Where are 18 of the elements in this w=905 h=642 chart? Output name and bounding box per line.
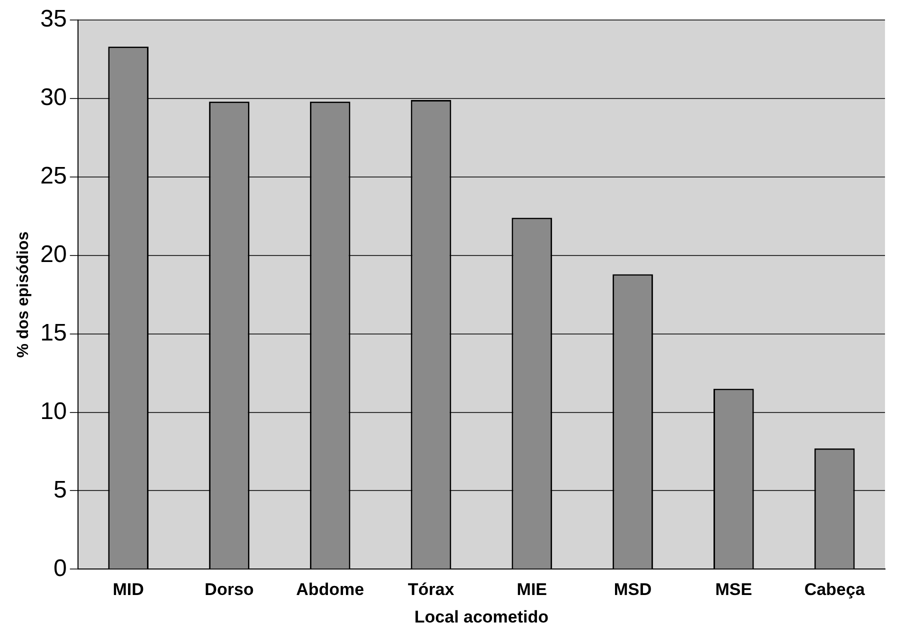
- y-axis-title: % dos episódios: [15, 231, 32, 358]
- y-tick-label: 25: [40, 162, 67, 190]
- x-tick-label: Dorso: [204, 580, 254, 600]
- y-tick-label: 10: [40, 398, 67, 425]
- x-tick-label: MID: [112, 580, 144, 600]
- y-tick-label: 15: [40, 319, 67, 346]
- x-tick-label: MIE: [516, 580, 548, 600]
- y-tick-label: 0: [54, 554, 67, 582]
- y-tick-label: 35: [40, 6, 67, 33]
- y-tick-label: 5: [54, 476, 67, 504]
- x-axis-title: Local acometido: [414, 607, 549, 626]
- x-tick-label: MSD: [614, 580, 652, 600]
- y-tick-label: 20: [40, 240, 67, 268]
- x-tick-label: MSE: [715, 580, 752, 600]
- x-tick-label: Abdome: [296, 580, 364, 600]
- x-tick-label: Tórax: [408, 580, 455, 600]
- x-tick-label: Cabeça: [804, 580, 866, 600]
- y-tick-label: 30: [40, 84, 67, 112]
